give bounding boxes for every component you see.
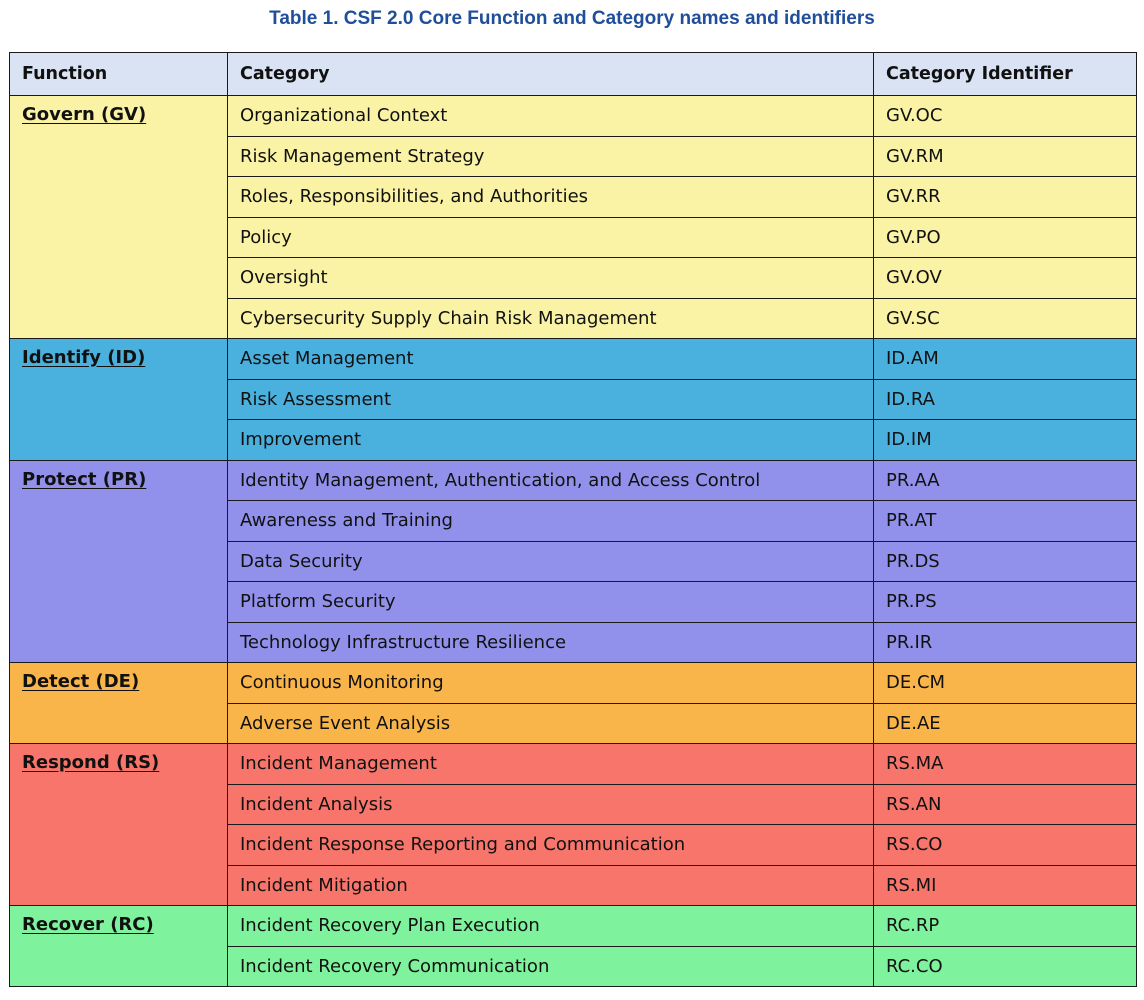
function-name-protect: Protect (PR) bbox=[22, 468, 147, 490]
category-name: Roles, Responsibilities, and Authorities bbox=[227, 176, 874, 218]
category-identifier: PR.PS bbox=[873, 581, 1137, 623]
category-identifier: DE.CM bbox=[873, 662, 1137, 704]
category-identifier: RS.AN bbox=[873, 783, 1137, 825]
category-name: Awareness and Training bbox=[227, 500, 874, 542]
table-row: Recover (RC) Incident Recovery Plan Execu… bbox=[9, 905, 1137, 987]
function-name-detect: Detect (DE) bbox=[22, 671, 140, 692]
category-name: Platform Security bbox=[227, 581, 874, 623]
table-row: Govern (GV) Organizational Context GV.OC bbox=[9, 95, 1137, 339]
function-cell-identify: Identify (ID) bbox=[9, 338, 228, 461]
header-row: Function Category Category Identifier bbox=[9, 52, 1137, 96]
function-name-identify: Identify (ID) bbox=[22, 347, 146, 368]
function-name-respond: Respond (RS) bbox=[22, 752, 160, 773]
function-name-govern: Govern (GV) bbox=[22, 104, 147, 125]
category-identifier: GV.OC bbox=[873, 95, 1137, 137]
category-identifier: PR.AA bbox=[873, 459, 1137, 501]
category-name: Identity Management, Authentication, and… bbox=[227, 459, 874, 501]
category-identifier: GV.SC bbox=[873, 297, 1137, 339]
category-name: Incident Management bbox=[227, 743, 874, 785]
category-name: Oversight bbox=[227, 257, 874, 299]
table-row: Awareness and Training PR.AT bbox=[9, 500, 1137, 542]
category-name: Adverse Event Analysis bbox=[227, 702, 874, 744]
table-row: Detect (DE) Continuous Monitoring DE.CM bbox=[9, 662, 1137, 744]
table-body: Govern (GV) Organizational Context GV.OC Ri… bbox=[9, 95, 1137, 987]
table-row: Risk Management Strategy GV.RM bbox=[9, 135, 1137, 177]
category-identifier: RS.MI bbox=[873, 864, 1137, 906]
category-name: Asset Management bbox=[227, 338, 874, 380]
category-name: Incident Recovery Communication bbox=[227, 945, 874, 987]
category-name: Incident Analysis bbox=[227, 783, 874, 825]
table-row: Identify (ID) Asset Management ID.AM bbox=[9, 338, 1137, 461]
category-identifier: RC.RP bbox=[873, 905, 1137, 947]
category-identifier: GV.PO bbox=[873, 216, 1137, 258]
header-category: Category bbox=[227, 52, 874, 96]
category-identifier: PR.IR bbox=[873, 621, 1137, 663]
table-row: Platform Security PR.PS bbox=[9, 581, 1137, 623]
function-cell-recover: Recover (RC) bbox=[9, 905, 228, 987]
table-row: Risk Assessment ID.RA bbox=[9, 378, 1137, 420]
header-function: Function bbox=[9, 52, 228, 96]
category-identifier: DE.AE bbox=[873, 702, 1137, 744]
function-cell-protect: Protect (PR) bbox=[9, 459, 228, 663]
table-row: Protect (PR) Identity Management, Authent… bbox=[9, 459, 1137, 663]
table-row: Incident Mitigation RS.MI bbox=[9, 864, 1137, 906]
category-identifier: GV.RR bbox=[873, 176, 1137, 218]
category-name: Data Security bbox=[227, 540, 874, 582]
table-caption: Table 1. CSF 2.0 Core Function and Categ… bbox=[269, 8, 875, 29]
function-cell-detect: Detect (DE) bbox=[9, 662, 228, 744]
category-identifier: ID.IM bbox=[873, 419, 1137, 461]
category-identifier: PR.DS bbox=[873, 540, 1137, 582]
category-identifier: RS.CO bbox=[873, 824, 1137, 866]
category-identifier: ID.RA bbox=[873, 378, 1137, 420]
category-name: Incident Response Reporting and Communic… bbox=[227, 824, 874, 866]
category-name: Continuous Monitoring bbox=[227, 662, 874, 704]
table-row: Respond (RS) Incident Management RS.MA bbox=[9, 743, 1137, 906]
function-cell-govern: Govern (GV) bbox=[9, 95, 228, 339]
header-category-identifier: Category Identifier bbox=[873, 52, 1137, 96]
category-name: Improvement bbox=[227, 419, 874, 461]
category-identifier: RS.MA bbox=[873, 743, 1137, 785]
category-name: Risk Assessment bbox=[227, 378, 874, 420]
category-name: Risk Management Strategy bbox=[227, 135, 874, 177]
category-name: Policy bbox=[227, 216, 874, 258]
function-name-recover: Recover (RC) bbox=[22, 914, 154, 935]
category-identifier: PR.AT bbox=[873, 500, 1137, 542]
function-cell-respond: Respond (RS) bbox=[9, 743, 228, 906]
category-identifier: RC.CO bbox=[873, 945, 1137, 987]
category-identifier: GV.RM bbox=[873, 135, 1137, 177]
category-name: Cybersecurity Supply Chain Risk Manageme… bbox=[227, 297, 874, 339]
category-identifier: GV.OV bbox=[873, 257, 1137, 299]
table-header: Function Category Category Identifier bbox=[9, 52, 1137, 96]
category-identifier: ID.AM bbox=[873, 338, 1137, 380]
category-name: Organizational Context bbox=[227, 95, 874, 137]
category-name: Technology Infrastructure Resilience bbox=[227, 621, 874, 663]
category-name: Incident Mitigation bbox=[227, 864, 874, 906]
category-name: Incident Recovery Plan Execution bbox=[227, 905, 874, 947]
csf-core-table: Function Category Category Identifier Go… bbox=[9, 52, 1137, 987]
